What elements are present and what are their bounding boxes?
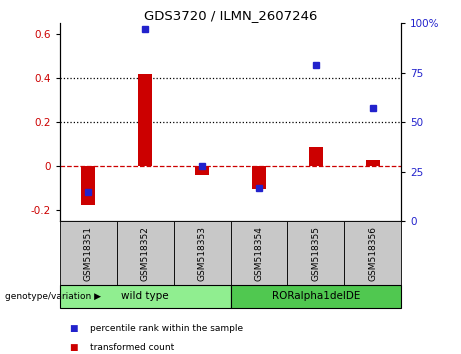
Text: percentile rank within the sample: percentile rank within the sample — [90, 324, 243, 333]
Title: GDS3720 / ILMN_2607246: GDS3720 / ILMN_2607246 — [144, 9, 317, 22]
Bar — [174, 221, 230, 285]
Bar — [81, 166, 95, 205]
Text: wild type: wild type — [121, 291, 169, 302]
Text: GSM518353: GSM518353 — [198, 226, 207, 281]
Bar — [309, 148, 323, 166]
Bar — [138, 74, 152, 166]
Bar — [60, 221, 117, 285]
Text: GSM518351: GSM518351 — [84, 226, 93, 281]
Text: RORalpha1delDE: RORalpha1delDE — [272, 291, 360, 302]
Text: GSM518354: GSM518354 — [254, 226, 263, 281]
Text: GSM518352: GSM518352 — [141, 226, 150, 281]
Bar — [60, 285, 230, 308]
Bar — [230, 221, 287, 285]
Bar — [366, 160, 380, 166]
Text: GSM518355: GSM518355 — [311, 226, 320, 281]
Bar — [287, 221, 344, 285]
Text: ■: ■ — [69, 324, 77, 333]
Bar — [344, 221, 401, 285]
Bar — [195, 166, 209, 175]
Text: genotype/variation ▶: genotype/variation ▶ — [5, 292, 100, 301]
Bar — [230, 285, 401, 308]
Text: transformed count: transformed count — [90, 343, 174, 352]
Text: GSM518356: GSM518356 — [368, 226, 377, 281]
Text: ■: ■ — [69, 343, 77, 352]
Bar — [252, 166, 266, 189]
Bar — [117, 221, 174, 285]
